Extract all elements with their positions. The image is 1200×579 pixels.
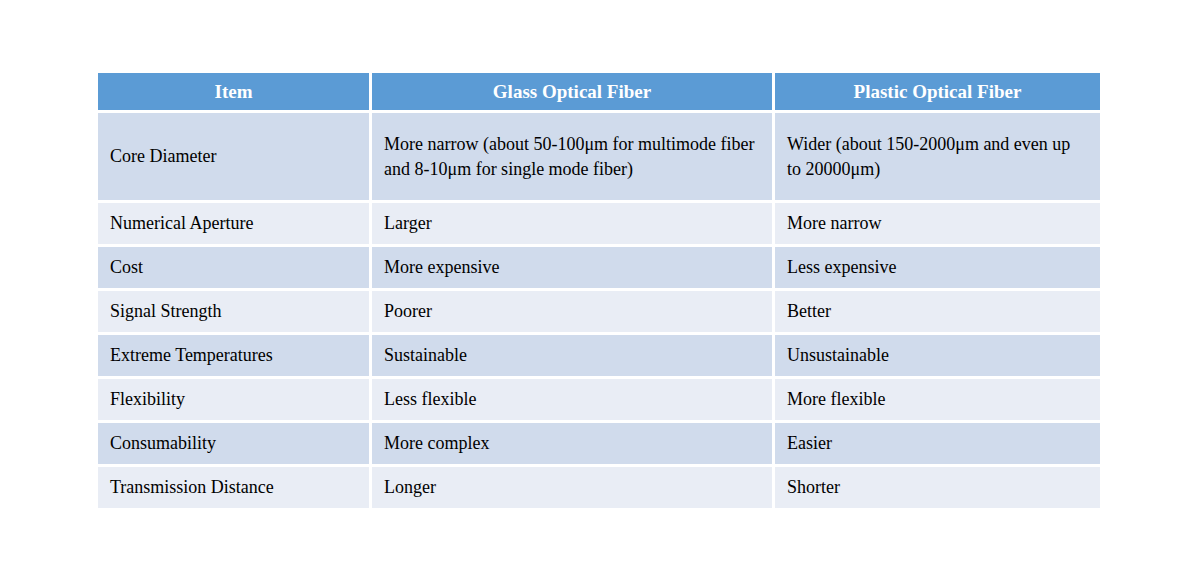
cell-item: Numerical Aperture (97, 202, 371, 246)
cell-item: Transmission Distance (97, 466, 371, 510)
cell-glass: More complex (371, 422, 774, 466)
cell-item: Cost (97, 246, 371, 290)
row-numerical-aperture: Numerical Aperture Larger More narrow (97, 202, 1102, 246)
cell-plastic: Unsustainable (774, 334, 1102, 378)
cell-item: Signal Strength (97, 290, 371, 334)
cell-glass: More narrow (about 50-100μm for multimod… (371, 112, 774, 202)
row-extreme-temperatures: Extreme Temperatures Sustainable Unsusta… (97, 334, 1102, 378)
row-consumability: Consumability More complex Easier (97, 422, 1102, 466)
row-core-diameter: Core Diameter More narrow (about 50-100μ… (97, 112, 1102, 202)
cell-item: Consumability (97, 422, 371, 466)
cell-glass: More expensive (371, 246, 774, 290)
column-header-glass: Glass Optical Fiber (371, 72, 774, 112)
cell-glass: Poorer (371, 290, 774, 334)
cell-plastic: Shorter (774, 466, 1102, 510)
cell-item: Flexibility (97, 378, 371, 422)
cell-item: Extreme Temperatures (97, 334, 371, 378)
row-transmission-distance: Transmission Distance Longer Shorter (97, 466, 1102, 510)
cell-plastic: More flexible (774, 378, 1102, 422)
fiber-comparison-table: Item Glass Optical Fiber Plastic Optical… (95, 70, 1103, 511)
cell-glass: Longer (371, 466, 774, 510)
row-signal-strength: Signal Strength Poorer Better (97, 290, 1102, 334)
cell-item: Core Diameter (97, 112, 371, 202)
fiber-comparison-table-container: Item Glass Optical Fiber Plastic Optical… (95, 70, 1100, 511)
cell-plastic: Less expensive (774, 246, 1102, 290)
cell-plastic: Better (774, 290, 1102, 334)
row-flexibility: Flexibility Less flexible More flexible (97, 378, 1102, 422)
column-header-item: Item (97, 72, 371, 112)
cell-glass: Sustainable (371, 334, 774, 378)
cell-plastic: More narrow (774, 202, 1102, 246)
header-row: Item Glass Optical Fiber Plastic Optical… (97, 72, 1102, 112)
cell-glass: Less flexible (371, 378, 774, 422)
cell-plastic: Easier (774, 422, 1102, 466)
page-background: Item Glass Optical Fiber Plastic Optical… (0, 0, 1200, 579)
column-header-plastic: Plastic Optical Fiber (774, 72, 1102, 112)
row-cost: Cost More expensive Less expensive (97, 246, 1102, 290)
cell-glass: Larger (371, 202, 774, 246)
cell-plastic: Wider (about 150-2000μm and even up to 2… (774, 112, 1102, 202)
